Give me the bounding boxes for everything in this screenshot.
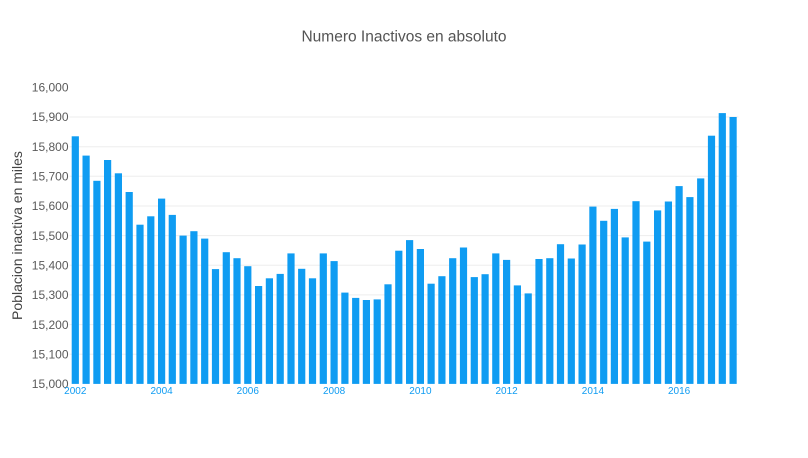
svg-text:15,900: 15,900: [32, 110, 69, 124]
svg-text:15,200: 15,200: [32, 318, 69, 332]
svg-text:Poblacion inactiva en miles: Poblacion inactiva en miles: [9, 151, 25, 320]
svg-text:15,600: 15,600: [32, 199, 69, 213]
svg-text:15,000: 15,000: [32, 377, 69, 391]
svg-text:15,500: 15,500: [32, 229, 69, 243]
svg-text:15,700: 15,700: [32, 170, 69, 184]
svg-text:2006: 2006: [237, 386, 260, 397]
svg-text:2002: 2002: [64, 386, 87, 397]
svg-text:15,300: 15,300: [32, 288, 69, 302]
svg-text:2014: 2014: [582, 386, 605, 397]
svg-text:2008: 2008: [323, 386, 346, 397]
svg-text:16,000: 16,000: [32, 81, 69, 95]
svg-text:2012: 2012: [495, 386, 518, 397]
svg-text:2004: 2004: [150, 386, 173, 397]
svg-text:2016: 2016: [668, 386, 691, 397]
svg-text:15,100: 15,100: [32, 347, 69, 361]
svg-text:Numero Inactivos en absoluto: Numero Inactivos en absoluto: [301, 29, 506, 46]
svg-text:2010: 2010: [409, 386, 432, 397]
svg-text:15,800: 15,800: [32, 140, 69, 154]
svg-text:15,400: 15,400: [32, 259, 69, 273]
